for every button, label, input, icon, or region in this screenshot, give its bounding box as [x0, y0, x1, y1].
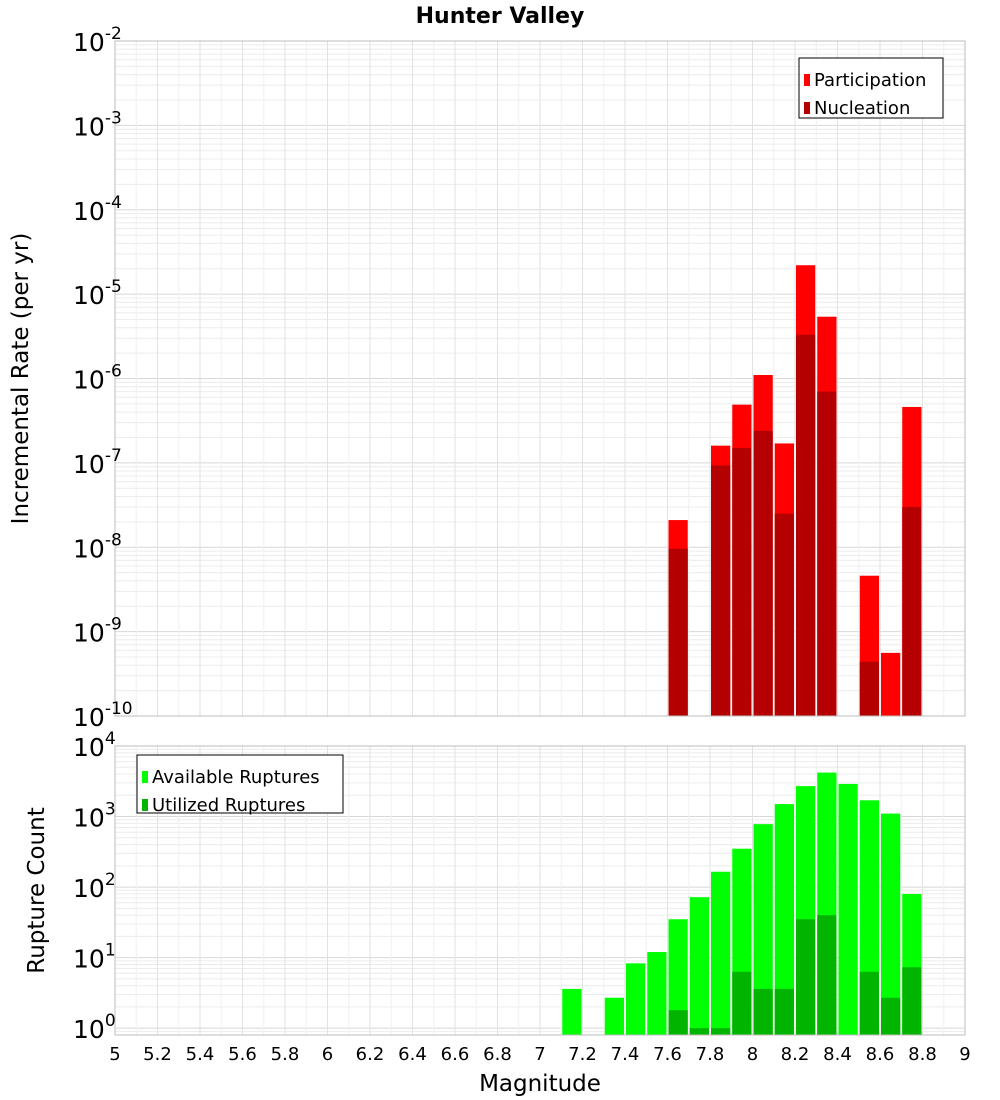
bottom-bar: [774, 804, 794, 1035]
bottom-bar: [689, 1028, 709, 1035]
x-tick-label: 5.2: [143, 1044, 172, 1065]
bottom-bar: [626, 963, 646, 1035]
x-tick-label: 5.8: [271, 1044, 300, 1065]
bottom-y-tick-label: 103: [73, 800, 116, 833]
x-tick-label: 6.4: [398, 1044, 427, 1065]
bottom-y-tick-label: 104: [73, 729, 116, 762]
bottom-bar: [647, 952, 667, 1035]
bottom-bar: [711, 871, 731, 1035]
top-series-b: [668, 334, 922, 716]
bottom-y-tick-label: 100: [73, 1011, 116, 1044]
bottom-y-tick-label: 102: [73, 870, 116, 903]
top-legend-label: Nucleation: [814, 98, 910, 119]
top-y-tick-label: 10-2: [73, 24, 122, 57]
top-y-tick-label: 10-6: [73, 362, 122, 395]
x-tick-label: 8: [747, 1044, 758, 1065]
bottom-bar: [838, 783, 858, 1035]
bottom-y-axis-title: Rupture Count: [24, 807, 50, 973]
x-tick-label: 6: [322, 1044, 333, 1065]
top-legend-swatch: [804, 102, 810, 114]
top-bar: [668, 548, 688, 716]
top-y-axis-title: Incremental Rate (per yr): [8, 233, 34, 525]
top-bar: [774, 513, 794, 716]
bottom-bar: [774, 988, 794, 1035]
bottom-legend-swatch: [142, 799, 148, 811]
top-y-tick-label: 10-9: [73, 615, 122, 648]
x-tick-label: 6.2: [356, 1044, 385, 1065]
top-y-tick-label: 10-10: [73, 699, 133, 732]
chart-title: Hunter Valley: [416, 4, 585, 29]
top-bar: [711, 465, 731, 716]
bottom-bar: [668, 1010, 688, 1035]
bottom-bar: [604, 997, 624, 1035]
x-tick-label: 8.6: [866, 1044, 895, 1065]
top-bar: [902, 506, 922, 716]
top-legend-box: [798, 57, 944, 119]
top-bar: [753, 430, 773, 716]
bottom-bar: [753, 824, 773, 1035]
bottom-bar: [902, 967, 922, 1035]
bottom-plot-frame: [114, 745, 966, 1036]
bottom-bar: [689, 897, 709, 1035]
x-tick-label: 6.6: [441, 1044, 470, 1065]
top-y-tick-labels: 10-10 10-9 10-8 10-7 10-6 10-5 10-4 10-3 10-2: [73, 24, 133, 732]
x-tick-label: 7.2: [568, 1044, 597, 1065]
top-y-tick-label: 10-7: [73, 446, 122, 479]
bottom-bar: [732, 971, 752, 1035]
top-bar: [796, 334, 816, 716]
top-legend-swatch: [804, 74, 810, 86]
bottom-legend-swatch: [142, 771, 148, 783]
bottom-bar: [668, 919, 688, 1035]
bottom-bar: [711, 1028, 731, 1035]
top-bar: [881, 652, 901, 716]
grid-lines: [114, 40, 966, 717]
top-y-tick-label: 10-5: [73, 277, 122, 310]
bottom-bar: [817, 915, 837, 1035]
x-tick-label: 8.8: [908, 1044, 937, 1065]
top-legend-label: Participation: [814, 70, 926, 91]
x-tick-label: 5: [109, 1044, 120, 1065]
x-axis-title: Magnitude: [479, 1071, 601, 1097]
top-plot-frame: [114, 40, 966, 717]
bottom-bar: [562, 988, 582, 1035]
top-y-tick-label: 10-8: [73, 530, 122, 563]
top-legend: Participation Nucleation: [798, 57, 944, 119]
x-tick-label: 5.4: [186, 1044, 215, 1065]
bottom-y-tick-labels: 100 101 102 103 104: [73, 729, 116, 1044]
x-tick-label: 7.8: [696, 1044, 725, 1065]
top-bar: [817, 391, 837, 716]
bottom-bar: [753, 988, 773, 1035]
bottom-bar: [859, 971, 879, 1035]
x-tick-label: 5.6: [228, 1044, 257, 1065]
bottom-legend-label: Utilized Ruptures: [152, 795, 305, 816]
x-tick-label: 8.2: [781, 1044, 810, 1065]
bottom-y-tick-label: 101: [73, 941, 116, 974]
bottom-legend-box: [136, 754, 344, 814]
top-bar: [732, 448, 752, 716]
bottom-bar: [881, 813, 901, 1035]
top-y-tick-label: 10-3: [73, 108, 122, 141]
x-tick-label: 6.8: [483, 1044, 512, 1065]
x-tick-label: 7.4: [611, 1044, 640, 1065]
bottom-legend: Available Ruptures Utilized Ruptures: [136, 754, 344, 816]
x-tick-label: 8.4: [823, 1044, 852, 1065]
bottom-legend-label: Available Ruptures: [152, 767, 320, 788]
x-tick-label: 9: [959, 1044, 970, 1065]
bottom-bar: [796, 919, 816, 1035]
bottom-bar: [881, 997, 901, 1035]
bottom-series-b: [668, 915, 922, 1035]
top-y-tick-label: 10-4: [73, 193, 122, 226]
top-bar: [859, 661, 879, 716]
x-tick-labels: 5 5.2 5.4 5.6 5.8 6 6.2 6.4 6.6 6.8 7 7.2 7.4 7.6 7.8 8…: [109, 1044, 970, 1065]
x-tick-label: 7.6: [653, 1044, 682, 1065]
x-tick-label: 7: [534, 1044, 545, 1065]
